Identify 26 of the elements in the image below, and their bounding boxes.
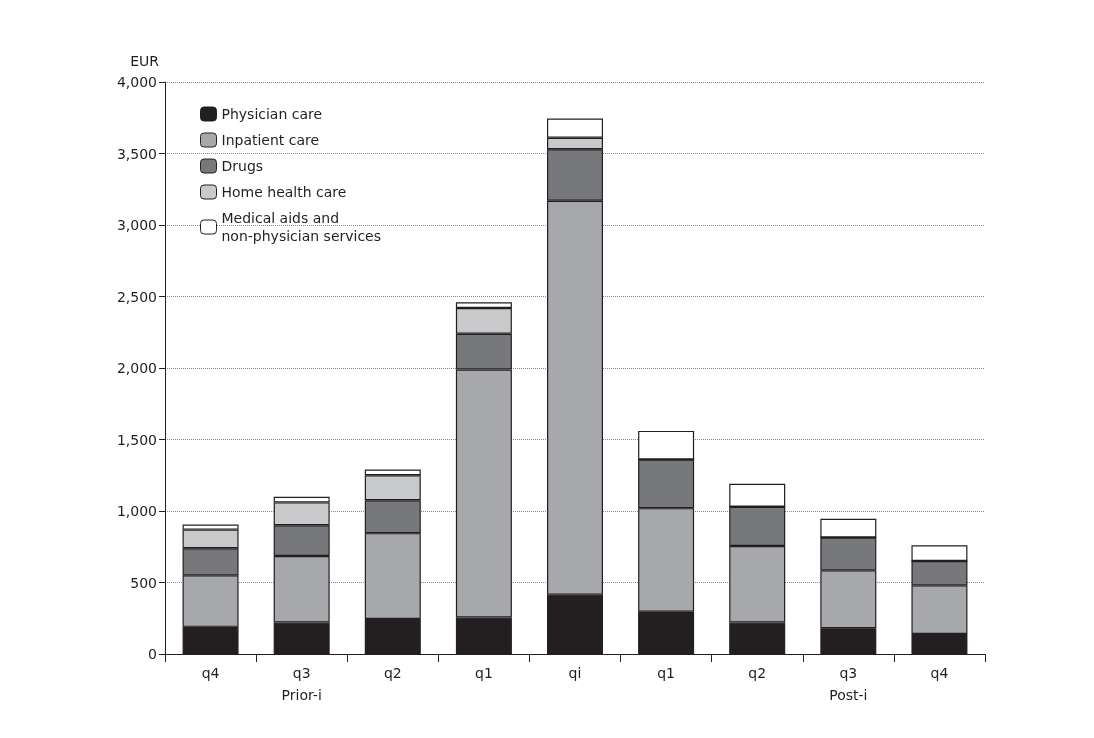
y-tick-label: 2,500 bbox=[116, 288, 157, 305]
y-tick-label: 3,500 bbox=[116, 145, 157, 162]
y-tick-label: 1,000 bbox=[116, 503, 157, 519]
y-tick-label: 2,000 bbox=[116, 360, 157, 376]
x-tick-label: q1 bbox=[474, 665, 493, 681]
legend-label: Inpatient care bbox=[221, 132, 320, 148]
x-tick-label: q3 bbox=[839, 665, 858, 681]
text: Post-i bbox=[829, 687, 868, 703]
x-tick-label: q2 bbox=[383, 665, 402, 681]
x-tick-label: q2 bbox=[748, 665, 767, 681]
x-tick-label: qi bbox=[568, 665, 582, 681]
y-tick-label: 0 bbox=[148, 646, 157, 662]
y-tick-label: 500 bbox=[130, 574, 157, 591]
x-tick-label: q4 bbox=[930, 665, 949, 681]
x-tick-label: q3 bbox=[292, 665, 311, 681]
x-tick-label: q1 bbox=[657, 665, 676, 681]
y-tick-label: 1,500 bbox=[116, 431, 157, 448]
legend-label: Medical aids and non-physician services bbox=[221, 210, 382, 244]
y-axis-title: EUR bbox=[130, 53, 160, 69]
y-tick-label: 4,000 bbox=[116, 74, 157, 90]
x-tick-label: q4 bbox=[201, 665, 220, 681]
legend-label: Home health care bbox=[221, 184, 347, 200]
legend-label: Physician care bbox=[221, 106, 323, 122]
y-tick-label: 3,000 bbox=[116, 217, 157, 233]
legend-label: Drugs bbox=[221, 158, 264, 174]
text: Prior-i bbox=[281, 687, 322, 703]
